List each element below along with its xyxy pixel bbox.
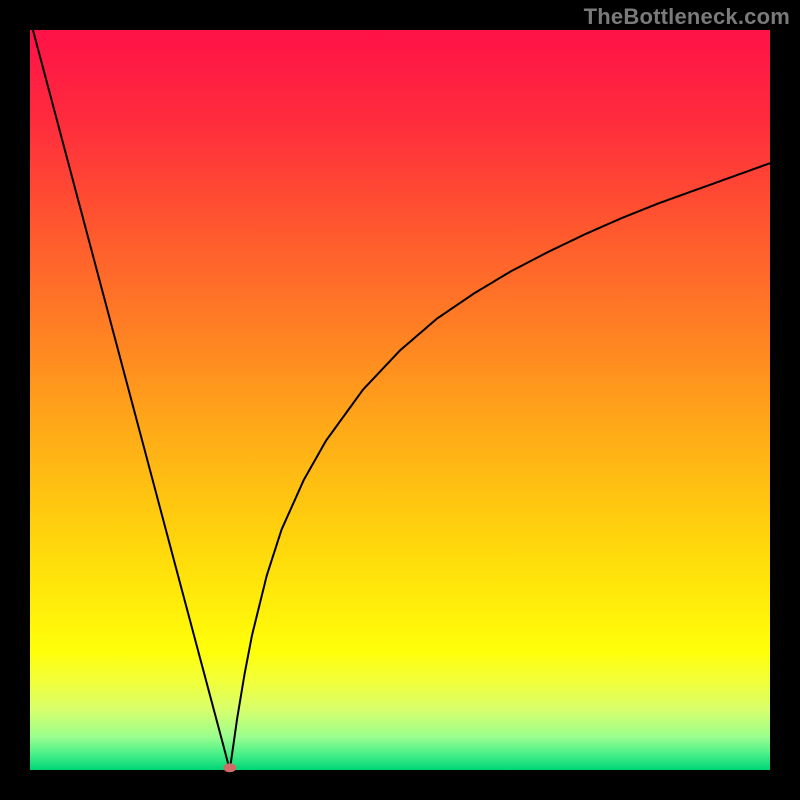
- optimum-marker: [223, 763, 236, 772]
- gradient-background: [30, 30, 770, 770]
- bottleneck-chart: [0, 0, 800, 800]
